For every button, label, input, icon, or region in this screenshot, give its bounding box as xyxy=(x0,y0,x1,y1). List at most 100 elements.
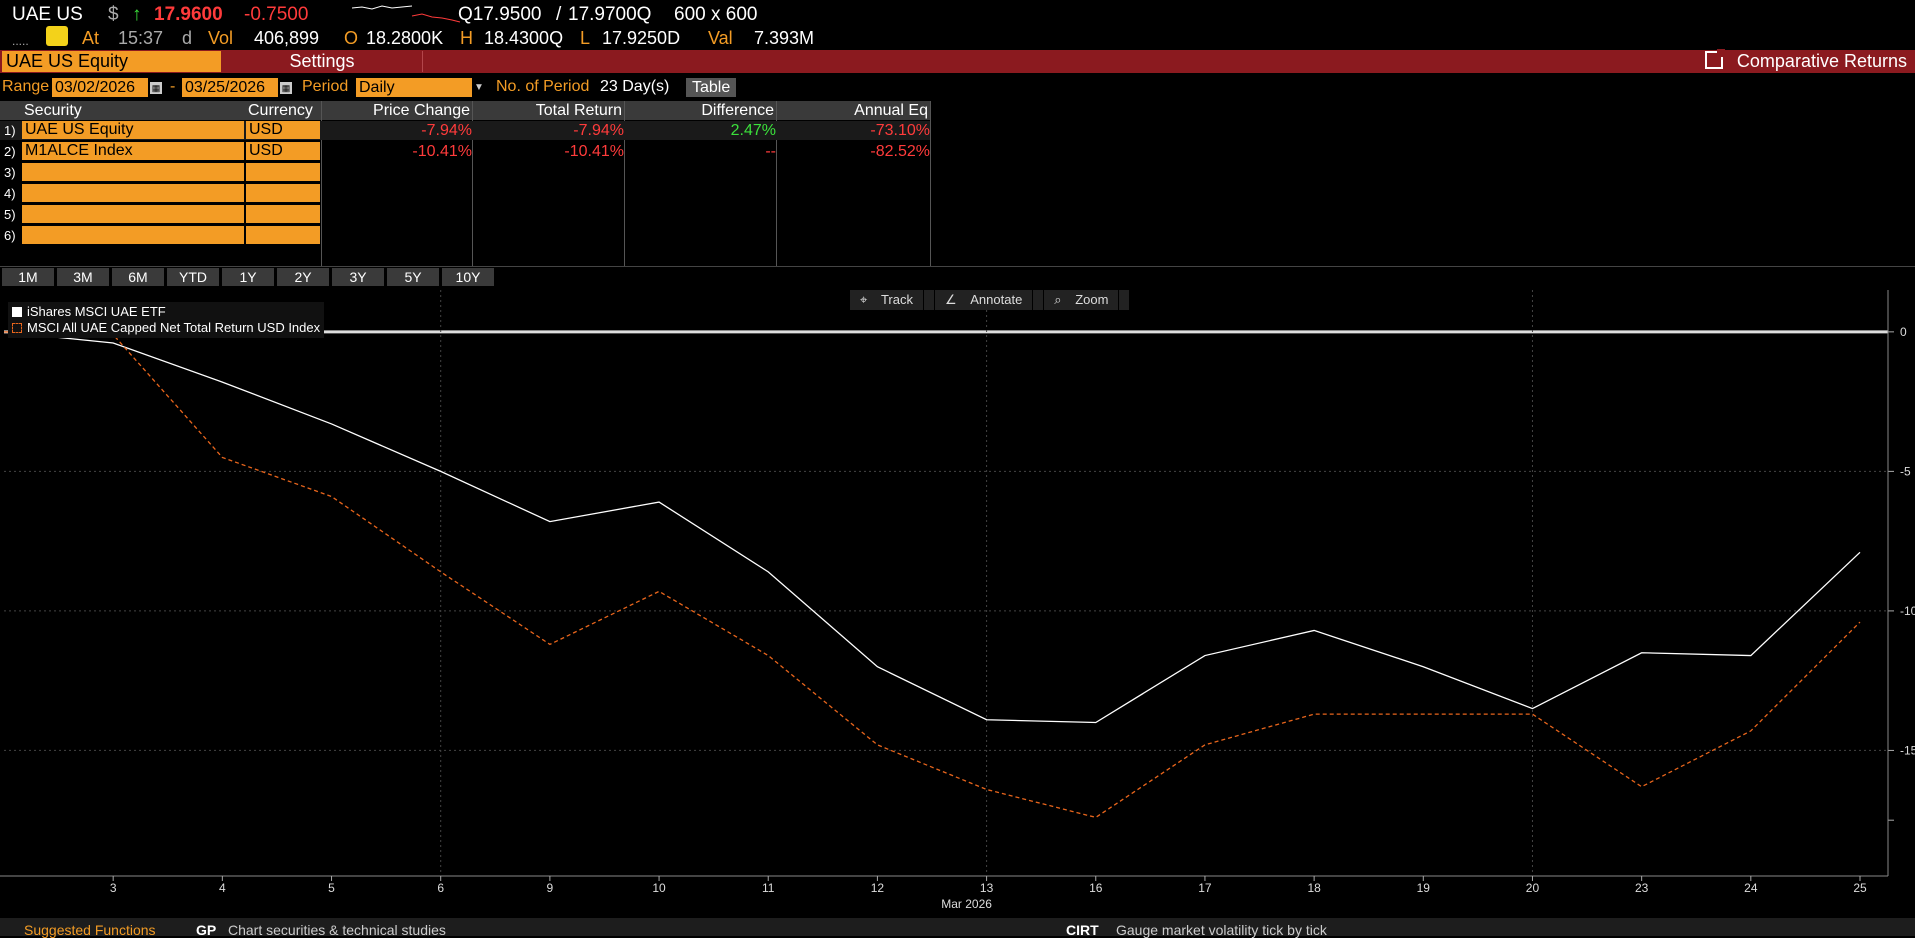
row-number: 1) xyxy=(4,123,16,138)
row-number: 5) xyxy=(4,207,16,222)
end-date-input[interactable]: 03/25/2026 xyxy=(182,78,278,97)
currency-input[interactable] xyxy=(246,184,320,202)
period-button-ytd[interactable]: YTD xyxy=(167,268,219,286)
chart-area[interactable]: 0 -5 -10 -15 3 4 5 6 9 10 11 12 13 16 17 18 19 20 23 24 25 Ma… xyxy=(0,290,1915,912)
security-input[interactable]: M1ALCE Index xyxy=(22,142,244,160)
chevron-down-icon[interactable]: ▼ xyxy=(472,78,486,97)
bid-ask-size: 600 x 600 xyxy=(674,4,758,25)
table-row[interactable]: 6) xyxy=(0,226,930,245)
price-change: -10.41% xyxy=(412,143,472,160)
x-tick-label: 5 xyxy=(328,881,335,895)
table-row[interactable]: 5) xyxy=(0,205,930,224)
annotate-button[interactable]: ∠ Annotate xyxy=(935,290,1045,310)
col-currency[interactable]: Currency xyxy=(248,102,313,119)
period-button-2y[interactable]: 2Y xyxy=(277,268,329,286)
period-button-1m[interactable]: 1M xyxy=(2,268,54,286)
gp-function-code[interactable]: GP xyxy=(196,922,217,938)
popout-icon[interactable] xyxy=(1704,49,1725,69)
security-field[interactable]: UAE US Equity xyxy=(2,51,221,72)
period-button-10y[interactable]: 10Y xyxy=(442,268,494,286)
legend-label: MSCI All UAE Capped Net Total Return USD… xyxy=(27,320,321,335)
currency-input[interactable]: USD xyxy=(246,142,320,160)
x-tick-label: 16 xyxy=(1089,881,1103,895)
track-button[interactable]: ⌖ Track xyxy=(850,290,935,310)
end-calendar-icon[interactable]: ▦ xyxy=(280,82,292,94)
y-tick-label: 0 xyxy=(1900,325,1907,339)
col-divider xyxy=(624,101,625,267)
cirt-function-code[interactable]: CIRT xyxy=(1066,922,1099,938)
series-line-1 xyxy=(3,331,1861,724)
table-row[interactable]: 1) UAE US Equity USD -7.94% -7.94% 2.47%… xyxy=(0,121,930,140)
alert-icon[interactable] xyxy=(46,26,68,46)
currency-input[interactable] xyxy=(246,163,320,181)
function-title-label: Comparative Returns xyxy=(1736,51,1907,71)
chart-legend: iShares MSCI UAE ETF MSCI All UAE Capped… xyxy=(8,302,325,338)
low-price: 17.9250D xyxy=(602,28,681,48)
annual-eq: -82.52% xyxy=(870,143,930,160)
comparative-returns-chart[interactable]: 0 -5 -10 -15 3 4 5 6 9 10 11 12 13 16 17 18 19 20 23 24 25 Ma… xyxy=(0,290,1915,912)
open-price: 18.2800K xyxy=(366,28,444,48)
period-button-5y[interactable]: 5Y xyxy=(387,268,439,286)
table-row[interactable]: 3) xyxy=(0,163,930,182)
security-input[interactable] xyxy=(22,163,244,181)
y-tick-label: -5 xyxy=(1900,464,1911,478)
col-total-return[interactable]: Total Return xyxy=(535,102,622,119)
gp-function-desc[interactable]: Chart securities & technical studies xyxy=(228,922,446,938)
x-tick-label: 23 xyxy=(1635,881,1649,895)
ticker[interactable]: UAE US xyxy=(12,4,83,25)
start-date-input[interactable]: 03/02/2026 xyxy=(52,78,148,97)
low-label: L xyxy=(580,28,591,48)
currency-input[interactable]: USD xyxy=(246,121,320,139)
row-number: 3) xyxy=(4,165,16,180)
bid-price: Q17.9500 xyxy=(458,4,542,25)
security-input[interactable] xyxy=(22,184,244,202)
col-difference[interactable]: Difference xyxy=(701,102,774,119)
col-divider xyxy=(472,101,473,267)
security-input[interactable] xyxy=(22,226,244,244)
table-row[interactable]: 4) xyxy=(0,184,930,203)
zoom-button[interactable]: ⌕ Zoom xyxy=(1044,290,1131,310)
cirt-function-desc[interactable]: Gauge market volatility tick by tick xyxy=(1116,922,1327,938)
at-label: At xyxy=(82,28,100,48)
currency-input[interactable] xyxy=(246,226,320,244)
period-button-6m[interactable]: 6M xyxy=(112,268,164,286)
col-divider xyxy=(930,101,931,267)
legend-item[interactable]: iShares MSCI UAE ETF xyxy=(12,304,320,320)
time-suffix: d xyxy=(182,28,193,48)
last-price: 17.9600 xyxy=(154,4,223,25)
trade-time: 15:37 xyxy=(118,28,164,48)
col-annual-eq[interactable]: Annual Eq xyxy=(854,102,928,119)
security-input[interactable] xyxy=(22,205,244,223)
table-button[interactable]: Table xyxy=(686,78,737,97)
zoom-label: Zoom xyxy=(1065,290,1120,310)
legend-swatch xyxy=(12,323,22,333)
start-calendar-icon[interactable]: ▦ xyxy=(150,82,162,94)
annotate-label: Annotate xyxy=(960,290,1034,310)
col-price-change[interactable]: Price Change xyxy=(373,102,470,119)
security-input[interactable]: UAE US Equity xyxy=(22,121,244,139)
total-return: -7.94% xyxy=(573,122,624,139)
val-label: Val xyxy=(708,28,733,48)
legend-item[interactable]: MSCI All UAE Capped Net Total Return USD… xyxy=(12,320,320,336)
divider xyxy=(0,266,1915,267)
ask-price: 17.9700Q xyxy=(568,4,652,25)
track-label: Track xyxy=(871,290,924,310)
currency-symbol: $ xyxy=(108,4,119,25)
period-button-1y[interactable]: 1Y xyxy=(222,268,274,286)
table-row[interactable]: 2) M1ALCE Index USD -10.41% -10.41% -- -… xyxy=(0,142,930,161)
col-divider xyxy=(776,101,777,267)
row-number: 4) xyxy=(4,186,16,201)
annual-eq: -73.10% xyxy=(870,122,930,139)
function-title[interactable]: Comparative Returns xyxy=(1704,49,1907,73)
bottom-bar: Suggested Functions GP Chart securities … xyxy=(0,918,1915,938)
x-tick-label: 10 xyxy=(652,881,666,895)
suggested-functions-label[interactable]: Suggested Functions xyxy=(24,922,156,938)
currency-input[interactable] xyxy=(246,205,320,223)
period-button-3y[interactable]: 3Y xyxy=(332,268,384,286)
col-security[interactable]: Security xyxy=(24,102,82,119)
title-bar: UAE US Equity Settings Comparative Retur… xyxy=(0,49,1915,73)
legend-label: iShares MSCI UAE ETF xyxy=(27,304,166,319)
settings-button[interactable]: Settings xyxy=(222,51,423,72)
period-button-3m[interactable]: 3M xyxy=(57,268,109,286)
period-select[interactable]: Daily xyxy=(356,78,472,97)
